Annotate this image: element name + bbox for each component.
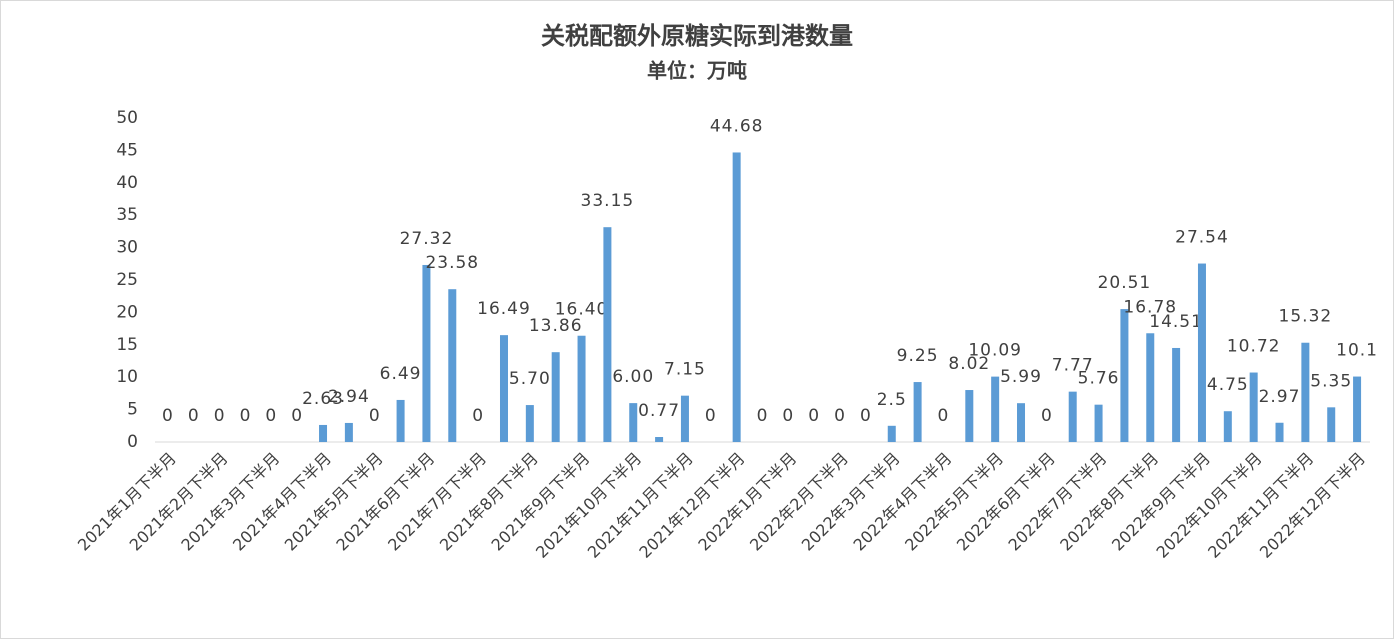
bar xyxy=(319,424,328,442)
value-label: 0 xyxy=(291,406,303,426)
value-label: 10.09 xyxy=(968,341,1022,361)
value-label: 0 xyxy=(938,406,950,426)
value-label: 5.70 xyxy=(509,369,551,389)
bar xyxy=(551,352,560,442)
bar xyxy=(1353,376,1362,442)
value-label: 10.1 xyxy=(1336,341,1378,361)
chart-title: 关税配额外原糖实际到港数量 xyxy=(541,22,853,50)
bar xyxy=(499,335,508,442)
bar xyxy=(603,227,612,442)
value-label: 0 xyxy=(860,406,872,426)
value-label: 0 xyxy=(834,406,846,426)
bar xyxy=(1301,342,1310,442)
y-tick-label: 0 xyxy=(127,432,138,452)
value-label: 8.02 xyxy=(948,354,990,374)
bar xyxy=(525,405,534,442)
bar xyxy=(396,399,405,442)
value-label: 44.68 xyxy=(710,116,764,136)
bar xyxy=(422,264,431,442)
bar xyxy=(629,403,638,442)
value-label: 6.00 xyxy=(612,367,654,387)
value-label: 14.51 xyxy=(1149,312,1203,332)
value-label: 20.51 xyxy=(1098,273,1152,293)
value-label: 16.49 xyxy=(477,299,531,319)
bar xyxy=(655,437,664,442)
bar xyxy=(1197,263,1206,442)
value-label: 7.15 xyxy=(664,360,706,380)
value-label: 15.32 xyxy=(1279,307,1333,327)
bar xyxy=(732,152,741,442)
y-tick-label: 50 xyxy=(116,108,138,128)
value-label: 0 xyxy=(214,406,226,426)
y-tick-label: 20 xyxy=(116,302,138,322)
bar xyxy=(1275,422,1284,442)
value-label: 0.77 xyxy=(638,401,680,421)
value-label: 16.78 xyxy=(1123,297,1177,317)
y-tick-label: 10 xyxy=(116,367,138,387)
value-label: 2.94 xyxy=(328,387,370,407)
value-label: 0 xyxy=(782,406,794,426)
y-tick-label: 25 xyxy=(116,270,138,290)
value-label: 0 xyxy=(265,406,277,426)
value-label: 27.54 xyxy=(1175,228,1229,248)
bar xyxy=(1223,411,1232,442)
value-label: 0 xyxy=(472,406,484,426)
bar xyxy=(1249,372,1258,442)
bar xyxy=(991,376,1000,442)
value-label: 10.72 xyxy=(1227,337,1281,357)
bar xyxy=(887,425,896,442)
value-label: 4.75 xyxy=(1207,375,1249,395)
value-label: 0 xyxy=(705,406,717,426)
value-label: 6.49 xyxy=(380,364,422,384)
bar xyxy=(344,422,353,442)
value-label: 0 xyxy=(757,406,769,426)
bar xyxy=(577,335,586,442)
value-label: 23.58 xyxy=(425,253,479,273)
y-tick-label: 40 xyxy=(116,173,138,193)
chart-subtitle: 单位：万吨 xyxy=(647,59,747,83)
value-label: 0 xyxy=(808,406,820,426)
value-label: 5.99 xyxy=(1000,367,1042,387)
bar xyxy=(965,390,974,442)
bar xyxy=(680,395,689,442)
value-label: 33.15 xyxy=(581,191,635,211)
value-label: 2.5 xyxy=(877,390,907,410)
value-label: 2.97 xyxy=(1259,387,1301,407)
value-label: 0 xyxy=(188,406,200,426)
value-label: 5.76 xyxy=(1078,369,1120,389)
bar xyxy=(1068,391,1077,442)
bar xyxy=(1017,403,1026,442)
y-tick-label: 45 xyxy=(116,140,138,160)
y-tick-label: 15 xyxy=(116,335,138,355)
bar xyxy=(1120,309,1129,442)
value-label: 27.32 xyxy=(400,229,454,249)
value-label: 13.86 xyxy=(529,316,583,336)
bar xyxy=(1327,407,1336,442)
value-label: 7.77 xyxy=(1052,356,1094,376)
bar xyxy=(1094,404,1103,442)
value-label: 16.40 xyxy=(555,300,609,320)
bar xyxy=(913,382,922,442)
value-label: 0 xyxy=(162,406,174,426)
value-label: 0 xyxy=(369,406,381,426)
y-tick-label: 5 xyxy=(127,400,138,420)
value-label: 0 xyxy=(240,406,252,426)
bar xyxy=(448,289,457,442)
y-tick-label: 35 xyxy=(116,205,138,225)
y-tick-label: 30 xyxy=(116,238,138,258)
value-label: 9.25 xyxy=(897,346,939,366)
value-label: 2.63 xyxy=(302,389,344,409)
bar xyxy=(1146,333,1155,442)
value-label: 5.35 xyxy=(1310,371,1352,391)
bar xyxy=(1172,347,1181,442)
value-label: 0 xyxy=(1041,406,1053,426)
